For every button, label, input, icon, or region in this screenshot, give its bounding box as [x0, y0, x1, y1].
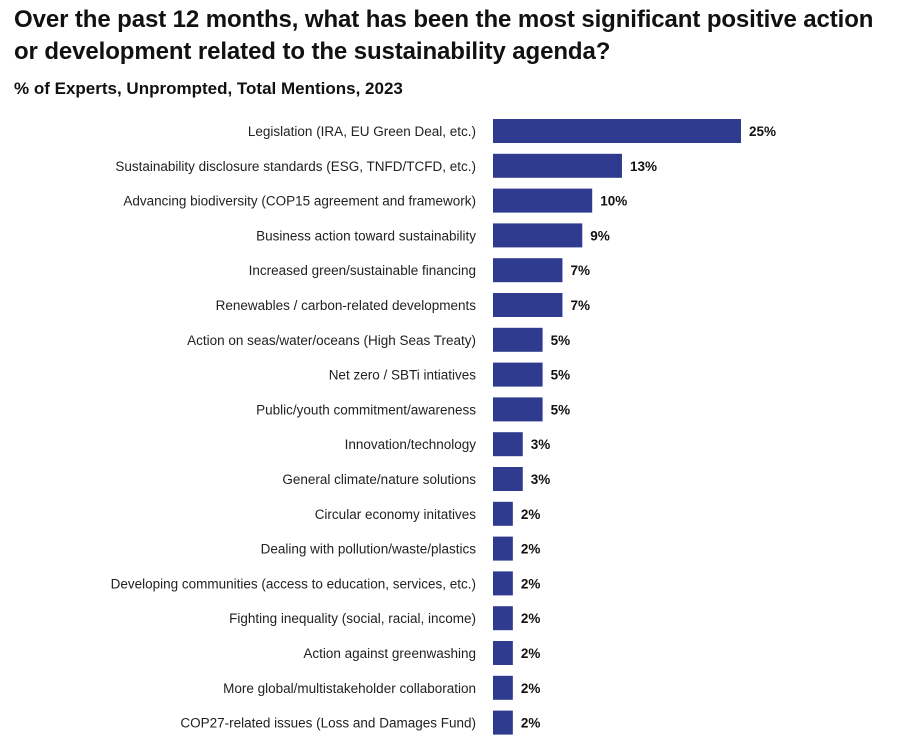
bar — [493, 536, 513, 561]
category-label: Net zero / SBTi intiatives — [329, 368, 477, 383]
data-label: 2% — [521, 681, 541, 696]
category-label: Innovation/technology — [345, 437, 477, 452]
data-label: 5% — [551, 402, 571, 417]
data-label: 2% — [521, 576, 541, 591]
data-label: 2% — [521, 542, 541, 557]
chart-subtitle: % of Experts, Unprompted, Total Mentions… — [14, 79, 403, 98]
bar — [493, 710, 513, 735]
chart-title: Over the past 12 months, what has been t… — [14, 6, 874, 65]
data-label: 2% — [521, 507, 541, 522]
bar — [493, 606, 513, 631]
category-label: Dealing with pollution/waste/plastics — [261, 542, 477, 557]
data-label: 9% — [590, 228, 610, 243]
data-label: 3% — [531, 437, 551, 452]
bar — [493, 641, 513, 665]
category-label: Action on seas/water/oceans (High Seas T… — [187, 333, 476, 348]
data-label: 2% — [521, 611, 541, 626]
category-label: Legislation (IRA, EU Green Deal, etc.) — [248, 124, 476, 139]
data-label: 13% — [630, 159, 657, 174]
bar — [493, 153, 622, 178]
bar — [493, 327, 543, 352]
category-label: COP27-related issues (Loss and Damages F… — [180, 716, 476, 731]
category-label: Renewables / carbon-related developments — [216, 298, 477, 313]
data-label: 25% — [749, 124, 776, 139]
bar — [493, 675, 513, 700]
bar — [493, 223, 583, 248]
bar — [493, 432, 523, 457]
category-label: Circular economy initatives — [315, 507, 477, 522]
bar — [493, 188, 593, 213]
category-label: General climate/nature solutions — [282, 472, 476, 487]
category-label: Increased green/sustainable financing — [249, 263, 476, 278]
category-label: Public/youth commitment/awareness — [256, 402, 476, 417]
data-label: 5% — [551, 333, 571, 348]
category-label: Fighting inequality (social, racial, inc… — [229, 611, 476, 626]
category-label: Sustainability disclosure standards (ESG… — [115, 159, 476, 174]
category-label: Business action toward sustainability — [256, 228, 476, 243]
data-label: 2% — [521, 716, 541, 731]
bar — [493, 362, 543, 387]
bar — [493, 293, 563, 317]
data-label: 7% — [570, 263, 590, 278]
category-label: Developing communities (access to educat… — [111, 576, 476, 591]
bar — [493, 258, 563, 283]
data-label: 2% — [521, 646, 541, 661]
data-label: 10% — [600, 194, 627, 209]
bar — [493, 119, 741, 143]
bar — [493, 467, 523, 491]
data-label: 3% — [531, 472, 551, 487]
bar — [493, 501, 513, 526]
category-label: More global/multistakeholder collaborati… — [223, 681, 476, 696]
category-label: Advancing biodiversity (COP15 agreement … — [123, 194, 476, 209]
category-label: Action against greenwashing — [303, 646, 476, 661]
data-label: 7% — [570, 298, 590, 313]
bar — [493, 397, 543, 422]
bar — [493, 571, 513, 596]
data-label: 5% — [551, 368, 571, 383]
